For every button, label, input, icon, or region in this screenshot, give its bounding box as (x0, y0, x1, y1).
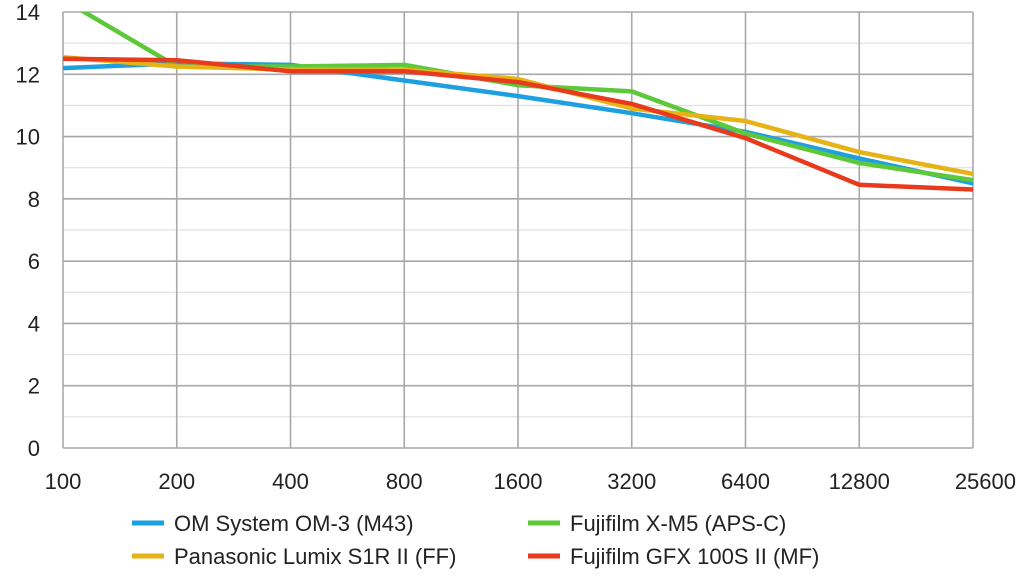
series-line-panasonic-lumix-s1r-ii-ff (63, 54, 973, 177)
x-tick-label: 200 (158, 469, 195, 494)
y-axis-tick-labels: 0 2 4 6 8 10 12 14 (16, 0, 40, 461)
y-tick-label: 2 (28, 374, 40, 399)
x-axis-tick-labels: 100 200 400 800 1600 3200 6400 12800 25600 (45, 469, 1016, 494)
series-line-fujifilm-gfx-100s-ii-mf (63, 56, 973, 192)
x-tick-label: 3200 (607, 469, 656, 494)
legend-label-panasonic-lumix-s1r-ii-ff: Panasonic Lumix S1R II (FF) (174, 544, 456, 569)
y-tick-label: 10 (16, 125, 40, 150)
x-tick-label: 400 (272, 469, 309, 494)
legend-label-fujifilm-gfx-100s-ii-mf: Fujifilm GFX 100S II (MF) (570, 544, 819, 569)
x-tick-label: 800 (386, 469, 423, 494)
x-tick-label: 12800 (829, 469, 890, 494)
x-tick-label: 6400 (721, 469, 770, 494)
x-tick-label: 1600 (494, 469, 543, 494)
legend-label-om-system-om-3-m43: OM System OM-3 (M43) (174, 511, 414, 536)
series-lines (63, 12, 973, 192)
legend-label-fujifilm-x-m5-aps-c: Fujifilm X-M5 (APS-C) (570, 511, 786, 536)
x-tick-label: 25600 (955, 469, 1016, 494)
y-tick-label: 8 (28, 187, 40, 212)
y-tick-label: 12 (16, 62, 40, 87)
major-gridlines (62, 11, 974, 449)
y-tick-label: 4 (28, 311, 40, 336)
y-tick-label: 0 (28, 436, 40, 461)
x-tick-label: 100 (45, 469, 82, 494)
y-tick-label: 6 (28, 249, 40, 274)
legend: OM System OM-3 (M43) Fujifilm X-M5 (APS-C… (132, 511, 819, 569)
y-tick-label: 14 (16, 0, 40, 25)
